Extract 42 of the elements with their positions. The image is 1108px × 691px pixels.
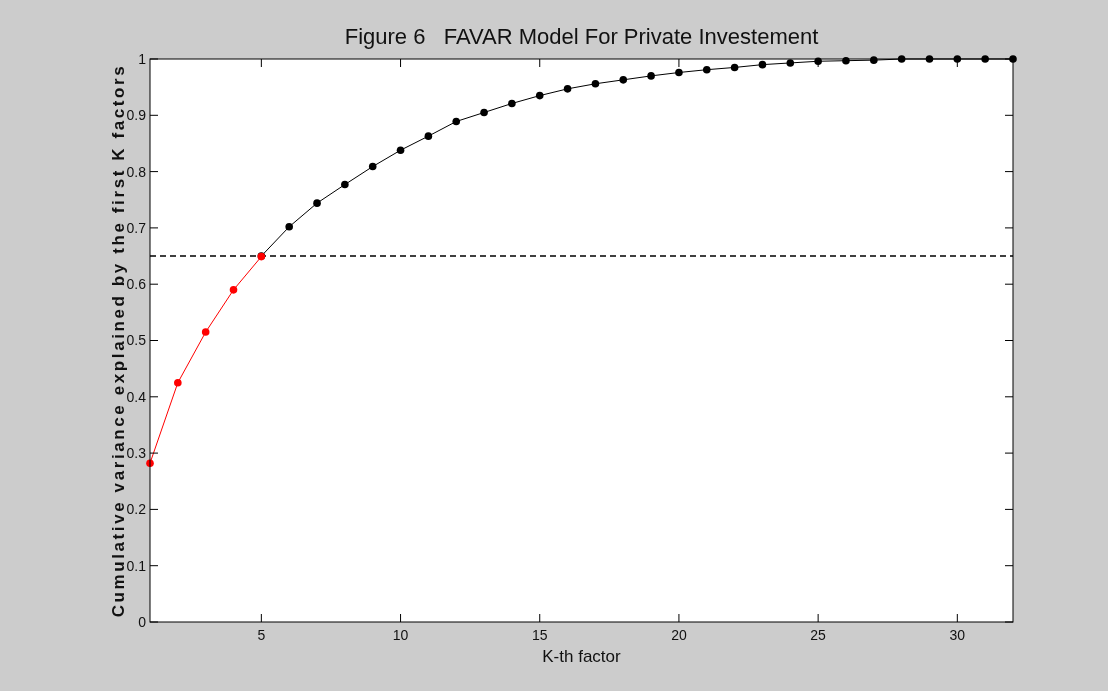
point [341, 180, 349, 189]
point [313, 199, 321, 207]
y-tick-label: 0.9 [126, 107, 147, 124]
y-tick-label: 1 [138, 50, 147, 67]
y-axis-title: Cumulative variance explained by the first K factors [109, 63, 128, 618]
point [508, 99, 516, 108]
x-tick-label: 20 [671, 627, 687, 643]
y-tick-label: 0 [138, 613, 147, 630]
point [563, 85, 572, 93]
y-tick-label: 0.4 [126, 388, 147, 405]
point [201, 328, 210, 336]
point [396, 146, 405, 155]
x-axis-title: K-th factor [542, 647, 622, 666]
y-tick-label: 0.2 [126, 501, 147, 518]
point [675, 68, 683, 77]
x-tick-label: 5 [257, 627, 266, 643]
point [647, 72, 655, 80]
point [480, 108, 488, 117]
point [368, 162, 377, 171]
point [730, 63, 739, 72]
point [591, 79, 600, 88]
point [452, 117, 461, 126]
point [702, 65, 711, 74]
point [758, 60, 767, 69]
x-tick-label: 25 [810, 627, 827, 643]
x-tick-label: 10 [392, 627, 409, 643]
y-tick-label: 0.1 [126, 557, 147, 574]
point [619, 76, 628, 84]
y-tick-label: 0.6 [126, 276, 147, 293]
y-tick-label: 0.3 [126, 445, 147, 461]
point [424, 132, 433, 140]
point [535, 91, 544, 100]
x-tick-label: 15 [531, 627, 548, 643]
chart-title: Figure 6 FAVAR Model For Private Investement [344, 24, 819, 49]
y-tick-label: 0.5 [126, 332, 147, 349]
x-tick-label: 30 [949, 627, 966, 643]
y-tick-label: 0.7 [126, 219, 147, 236]
point [229, 286, 238, 294]
point [285, 222, 293, 231]
y-tick-label: 0.8 [126, 163, 147, 180]
point [786, 59, 795, 67]
point [174, 378, 182, 387]
